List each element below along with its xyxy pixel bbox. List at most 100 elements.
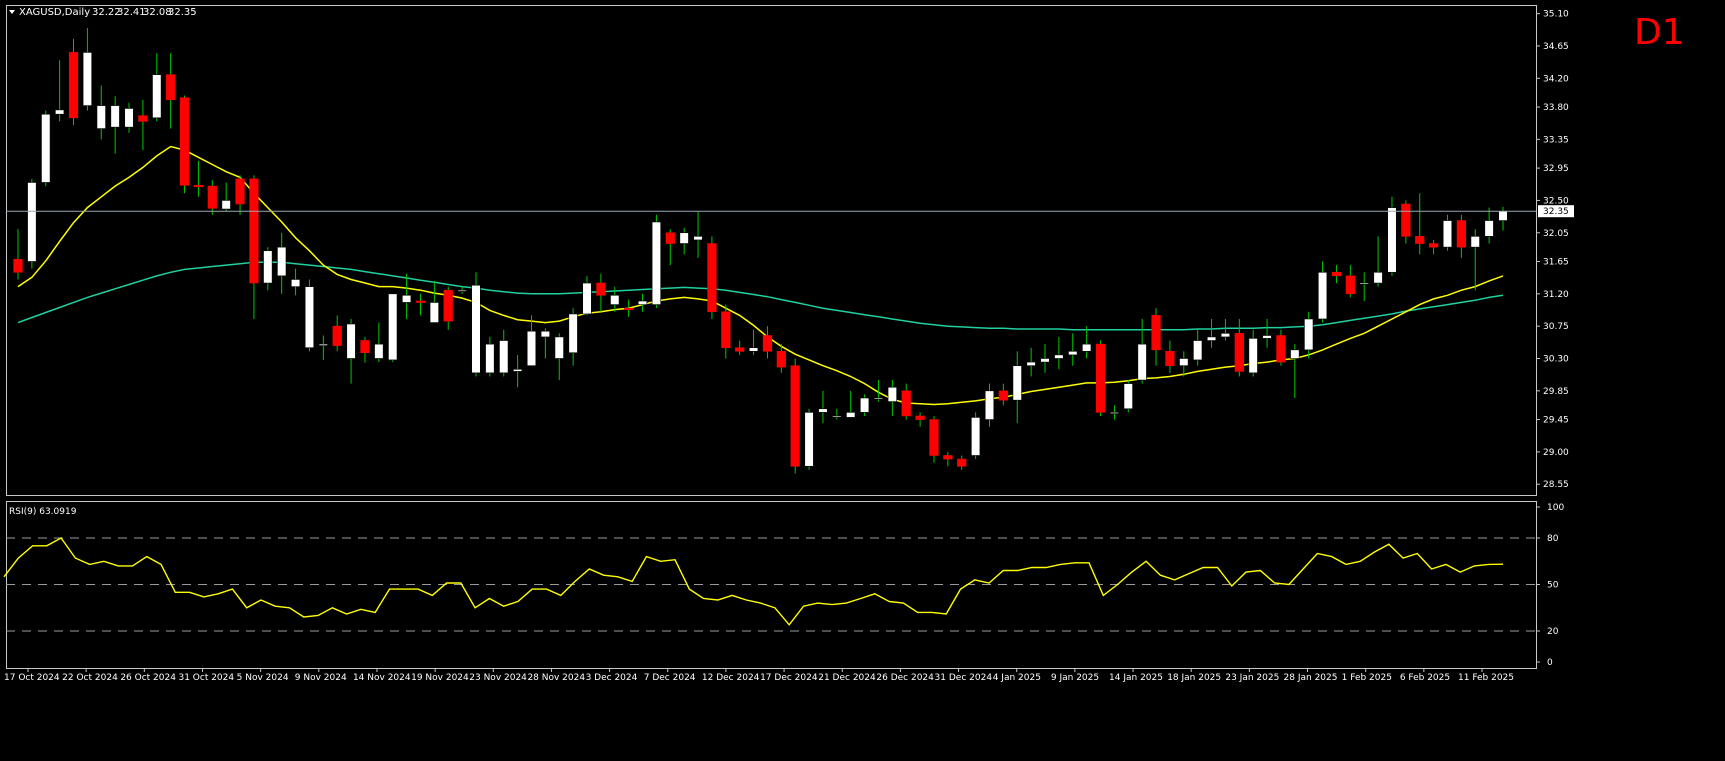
bullish-candle[interactable]: [41, 113, 51, 183]
bearish-candle[interactable]: [249, 178, 259, 284]
bullish-candle[interactable]: [1220, 333, 1231, 338]
bearish-candle[interactable]: [665, 232, 675, 244]
bullish-candle[interactable]: [873, 397, 884, 400]
bullish-candle[interactable]: [1498, 210, 1508, 221]
bullish-candle[interactable]: [637, 300, 648, 305]
bullish-candle[interactable]: [1442, 220, 1453, 248]
bearish-candle[interactable]: [721, 311, 731, 349]
bearish-candle[interactable]: [707, 243, 717, 313]
bearish-candle[interactable]: [596, 282, 606, 296]
bullish-candle[interactable]: [1290, 349, 1300, 359]
bullish-candle[interactable]: [1054, 354, 1064, 359]
bullish-candle[interactable]: [388, 293, 398, 361]
bearish-candle[interactable]: [179, 97, 190, 186]
bullish-candle[interactable]: [651, 221, 662, 305]
bearish-candle[interactable]: [235, 178, 245, 205]
bullish-candle[interactable]: [1026, 361, 1036, 366]
bearish-candle[interactable]: [1165, 351, 1175, 366]
bearish-candle[interactable]: [1429, 243, 1439, 248]
bullish-candle[interactable]: [290, 279, 301, 287]
bullish-candle[interactable]: [304, 286, 315, 349]
bullish-candle[interactable]: [1068, 351, 1078, 356]
bearish-candle[interactable]: [776, 351, 786, 368]
bullish-candle[interactable]: [1470, 236, 1480, 248]
bullish-candle[interactable]: [887, 386, 897, 402]
bearish-candle[interactable]: [1151, 315, 1161, 351]
bullish-candle[interactable]: [568, 313, 578, 354]
bullish-candle[interactable]: [679, 232, 689, 244]
bearish-candle[interactable]: [762, 335, 773, 352]
bearish-candle[interactable]: [193, 185, 204, 188]
bullish-candle[interactable]: [1373, 271, 1383, 284]
bullish-candle[interactable]: [55, 109, 65, 115]
bearish-candle[interactable]: [1345, 275, 1355, 295]
bullish-candle[interactable]: [1012, 365, 1022, 401]
bearish-candle[interactable]: [957, 458, 967, 467]
bullish-candle[interactable]: [1262, 335, 1272, 339]
bullish-candle[interactable]: [1359, 282, 1369, 285]
bearish-candle[interactable]: [1456, 220, 1466, 248]
bullish-candle[interactable]: [263, 250, 273, 284]
bearish-candle[interactable]: [901, 390, 911, 417]
bearish-candle[interactable]: [943, 455, 953, 460]
bullish-candle[interactable]: [401, 294, 412, 303]
bearish-candle[interactable]: [998, 390, 1008, 401]
bearish-candle[interactable]: [415, 300, 426, 303]
bearish-candle[interactable]: [929, 419, 939, 456]
bullish-candle[interactable]: [110, 105, 120, 128]
bearish-candle[interactable]: [1095, 343, 1106, 413]
bullish-candle[interactable]: [82, 52, 92, 106]
bullish-candle[interactable]: [499, 340, 509, 374]
bearish-candle[interactable]: [1415, 236, 1425, 244]
bearish-candle[interactable]: [443, 289, 453, 322]
bullish-candle[interactable]: [1206, 336, 1217, 341]
bullish-candle[interactable]: [485, 343, 495, 374]
bullish-candle[interactable]: [1317, 271, 1328, 320]
bullish-candle[interactable]: [1123, 383, 1133, 410]
bullish-candle[interactable]: [124, 108, 134, 128]
bearish-candle[interactable]: [915, 415, 925, 420]
bullish-candle[interactable]: [457, 289, 467, 292]
chart-menu-triangle-icon[interactable]: [9, 10, 15, 14]
bullish-candle[interactable]: [804, 412, 814, 467]
bearish-candle[interactable]: [207, 185, 217, 209]
bullish-candle[interactable]: [1179, 358, 1189, 366]
bearish-candle[interactable]: [790, 365, 800, 467]
bullish-candle[interactable]: [610, 294, 620, 305]
bullish-candle[interactable]: [27, 182, 37, 262]
bearish-candle[interactable]: [624, 307, 634, 310]
bullish-candle[interactable]: [1484, 220, 1494, 237]
bearish-candle[interactable]: [1234, 333, 1244, 372]
bearish-candle[interactable]: [360, 340, 370, 354]
bearish-candle[interactable]: [332, 325, 342, 346]
bullish-candle[interactable]: [748, 347, 759, 352]
bullish-candle[interactable]: [221, 200, 231, 210]
bearish-candle[interactable]: [166, 74, 176, 101]
bullish-candle[interactable]: [526, 330, 537, 366]
bearish-candle[interactable]: [735, 347, 745, 352]
bullish-candle[interactable]: [374, 343, 384, 359]
bullish-candle[interactable]: [554, 336, 564, 359]
bullish-candle[interactable]: [971, 417, 981, 456]
bullish-candle[interactable]: [1040, 358, 1050, 363]
bullish-candle[interactable]: [1248, 338, 1258, 374]
bearish-candle[interactable]: [13, 259, 23, 273]
bullish-candle[interactable]: [540, 330, 550, 338]
bullish-candle[interactable]: [471, 284, 481, 374]
bullish-candle[interactable]: [1082, 343, 1092, 352]
bullish-candle[interactable]: [96, 105, 106, 129]
bearish-candle[interactable]: [1401, 203, 1411, 237]
bullish-candle[interactable]: [846, 412, 856, 418]
bearish-candle[interactable]: [138, 115, 148, 122]
bullish-candle[interactable]: [429, 302, 439, 323]
bullish-candle[interactable]: [984, 390, 995, 420]
bullish-candle[interactable]: [513, 368, 523, 372]
bullish-candle[interactable]: [859, 397, 870, 413]
bullish-candle[interactable]: [1193, 340, 1203, 361]
bullish-candle[interactable]: [693, 236, 703, 241]
bearish-candle[interactable]: [68, 52, 79, 119]
bearish-candle[interactable]: [1276, 335, 1286, 363]
bullish-candle[interactable]: [1387, 207, 1397, 273]
